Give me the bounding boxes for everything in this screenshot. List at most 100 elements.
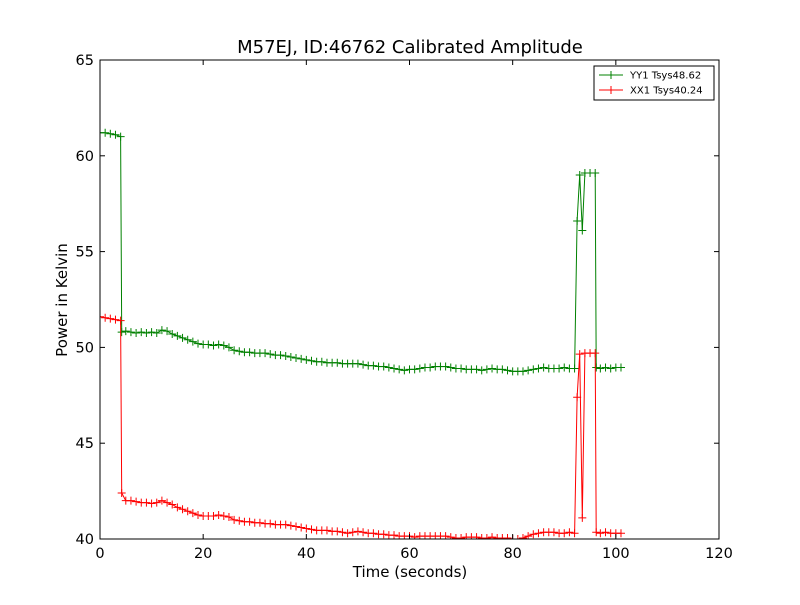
data-point	[152, 329, 161, 338]
data-point	[137, 328, 146, 337]
data-point	[592, 363, 601, 372]
data-point	[573, 216, 582, 225]
data-point	[224, 512, 233, 521]
data-point	[147, 328, 156, 337]
data-point	[106, 129, 115, 138]
data-point	[194, 339, 203, 348]
data-point	[286, 352, 295, 361]
data-point	[214, 511, 223, 520]
data-point	[255, 518, 264, 527]
data-point	[534, 529, 543, 538]
data-point	[219, 341, 228, 350]
data-point	[297, 523, 306, 532]
data-point	[183, 507, 192, 516]
data-point	[230, 346, 239, 355]
data-point	[539, 363, 548, 372]
data-point	[281, 352, 290, 361]
data-point	[570, 529, 579, 538]
data-point	[235, 516, 244, 525]
data-point	[575, 350, 584, 359]
chart-title: M57EJ, ID:46762 Calibrated Amplitude	[237, 37, 583, 58]
data-point	[498, 365, 507, 374]
data-point	[410, 533, 419, 539]
data-point	[573, 393, 582, 402]
data-point	[578, 513, 587, 522]
data-point	[384, 363, 393, 372]
data-point	[157, 496, 166, 505]
data-point	[209, 512, 218, 521]
data-point	[482, 365, 491, 374]
data-point	[415, 364, 424, 373]
x-tick-label: 80	[503, 546, 521, 562]
data-point	[322, 526, 331, 535]
data-point	[224, 343, 233, 352]
data-point	[219, 512, 228, 521]
data-point	[188, 509, 197, 518]
data-point	[307, 525, 316, 534]
data-point	[116, 316, 125, 325]
data-point	[117, 328, 126, 337]
data-point	[101, 128, 110, 137]
data-point	[400, 366, 409, 375]
data-point	[591, 349, 600, 358]
data-point	[518, 534, 527, 539]
data-point	[100, 312, 104, 321]
data-point	[601, 528, 610, 537]
data-point	[575, 170, 584, 179]
data-point	[379, 530, 388, 539]
data-point	[183, 335, 192, 344]
data-point	[132, 497, 141, 506]
data-point	[524, 366, 533, 375]
legend: YY1 Tsys48.62 XX1 Tsys40.24	[593, 65, 715, 101]
x-tick-label: 120	[705, 546, 733, 562]
y-tick-label: 55	[76, 245, 94, 261]
data-point	[132, 329, 141, 338]
data-point	[101, 313, 110, 322]
data-point	[616, 529, 625, 538]
data-point	[482, 534, 491, 539]
data-point	[333, 358, 342, 367]
data-point	[565, 528, 574, 537]
data-point	[163, 327, 172, 336]
data-point	[157, 326, 166, 335]
data-point	[106, 314, 115, 323]
data-point	[390, 531, 399, 539]
data-point	[513, 535, 522, 539]
data-point	[297, 354, 306, 363]
y-axis-label: Power in Kelvin	[53, 243, 71, 357]
data-point	[281, 520, 290, 529]
data-point	[606, 364, 615, 373]
data-point	[266, 519, 275, 528]
data-point	[390, 364, 399, 373]
data-point	[503, 366, 512, 375]
data-point	[302, 355, 311, 364]
data-point	[353, 359, 362, 368]
data-point	[117, 489, 126, 498]
x-tick-label: 20	[194, 546, 212, 562]
data-point	[529, 530, 538, 539]
data-point	[477, 366, 486, 375]
data-point	[266, 350, 275, 359]
data-point	[142, 498, 151, 507]
data-point	[601, 363, 610, 372]
data-point	[142, 329, 151, 338]
data-point	[596, 364, 605, 373]
data-point	[426, 363, 435, 372]
data-point	[168, 500, 177, 509]
legend-label: XX1 Tsys40.24	[630, 86, 703, 97]
legend-marker	[607, 71, 615, 79]
data-point	[286, 521, 295, 530]
data-point	[596, 529, 605, 538]
data-point	[441, 362, 450, 371]
data-point	[446, 533, 455, 539]
data-point	[152, 498, 161, 507]
legend-label: YY1 Tsys48.62	[629, 71, 701, 82]
data-point	[616, 363, 625, 372]
data-point	[359, 528, 368, 537]
data-point	[549, 528, 558, 537]
data-point	[116, 132, 125, 141]
y-tick-label: 40	[76, 532, 94, 548]
data-point	[446, 363, 455, 372]
data-point	[276, 351, 285, 360]
data-point	[230, 515, 239, 524]
